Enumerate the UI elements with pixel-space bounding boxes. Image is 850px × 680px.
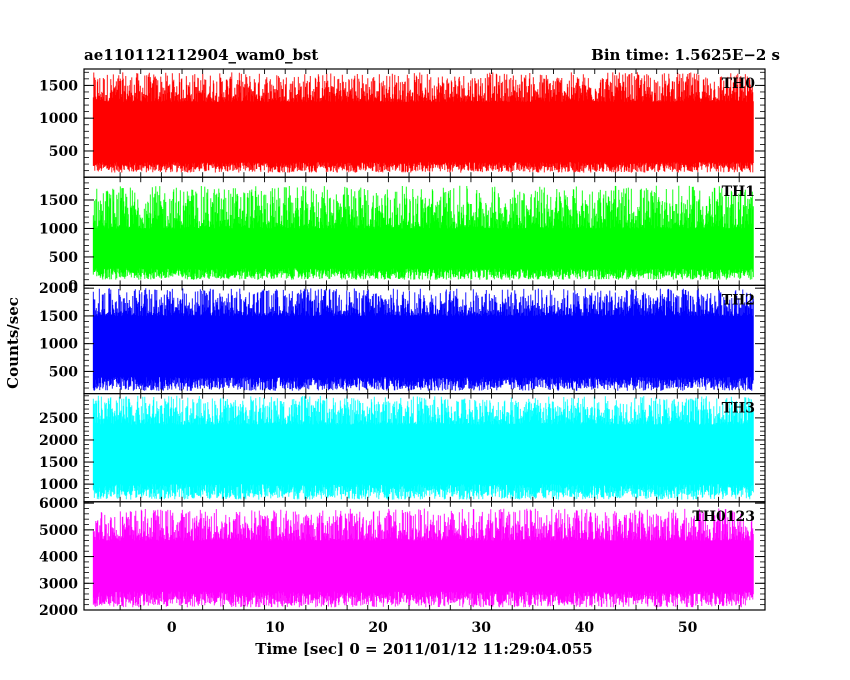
y-tick-label: 2000: [39, 603, 78, 619]
y-tick-label: 500: [49, 364, 78, 380]
y-tick-label: 500: [49, 250, 78, 266]
panel-th2: 500 1000 1500 2000 TH2: [39, 281, 766, 395]
bin-time-label: Bin time: 1.5625E−2 s: [591, 46, 780, 64]
y-tick-label: 1500: [39, 193, 78, 209]
y-tick-label: 0: [68, 278, 78, 294]
y-tick-label: 1500: [39, 455, 78, 471]
y-tick-label: 1000: [39, 111, 78, 127]
panel-label-th0: TH0: [722, 76, 756, 92]
series-line-th2: [92, 288, 754, 391]
panel-th0: 500 1000 1500 TH0: [39, 68, 766, 178]
panel-th1: 0 500 1000 1500 TH1: [39, 176, 766, 294]
panel-label-th3: TH3: [722, 401, 755, 417]
series-line-th3: [92, 395, 754, 500]
y-tick-label: 2500: [39, 411, 78, 427]
panel-frame: [83, 501, 766, 611]
panel-th0123: 2000 3000 4000 5000 6000 TH0123: [39, 496, 766, 619]
x-tick-label: 0: [167, 620, 177, 636]
x-axis-label: Time [sec] 0 = 2011/01/12 11:29:04.055: [255, 640, 592, 658]
x-tick-label: 20: [368, 620, 388, 636]
series-line-th0: [92, 72, 754, 173]
y-tick-label: 6000: [39, 496, 78, 512]
y-tick-label: 2000: [39, 281, 78, 297]
panel-label-th0123: TH0123: [692, 509, 755, 525]
panel-label-th2: TH2: [722, 292, 755, 308]
panel-label-th1: TH1: [722, 184, 755, 200]
y-tick-label: 2000: [39, 433, 78, 449]
panel-th3: 1000 1500 2000 2500 TH3: [39, 393, 766, 503]
y-tick-label: 500: [49, 144, 78, 160]
y-tick-label: 1000: [39, 477, 78, 493]
y-tick-label: 5000: [39, 523, 78, 539]
y-axis-label: Counts/sec: [4, 297, 22, 389]
x-tick-label: 10: [265, 620, 285, 636]
x-tick-label: 40: [575, 620, 595, 636]
y-tick-label: 1500: [39, 78, 78, 94]
x-tick-label: 50: [678, 620, 698, 636]
series-line-th0123: [92, 508, 754, 608]
y-tick-label: 1000: [39, 221, 78, 237]
y-tick-label: 3000: [39, 576, 78, 592]
series-line-th1: [92, 185, 754, 280]
x-tick-label: 30: [472, 620, 492, 636]
y-tick-label: 4000: [39, 550, 78, 566]
y-tick-label: 1000: [39, 337, 78, 353]
chart-title: ae110112112904_wam0_bst: [84, 46, 318, 64]
y-tick-label: 1500: [39, 309, 78, 325]
